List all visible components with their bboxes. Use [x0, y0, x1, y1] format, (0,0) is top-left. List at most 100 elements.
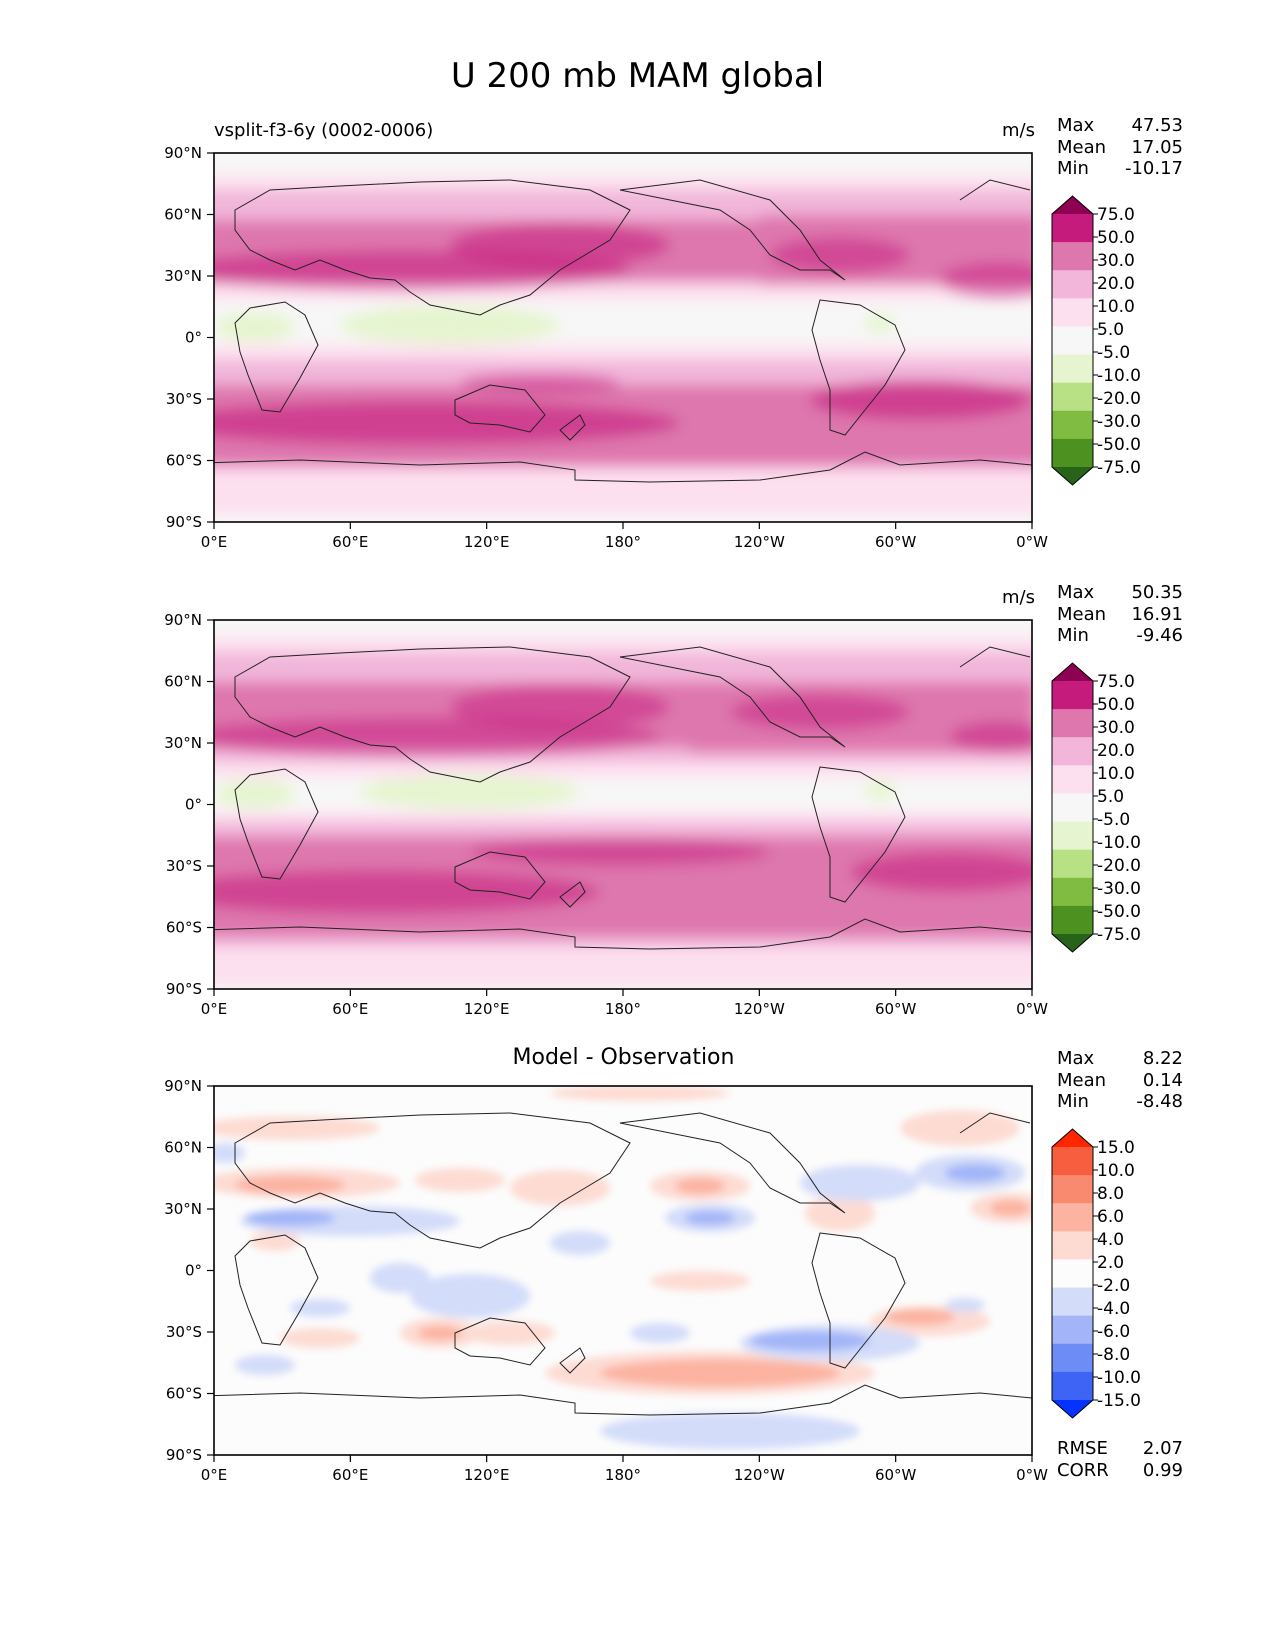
x-tick-label: 180° [605, 1466, 641, 1484]
map-panel-svg: 90°N 60°N 30°N 0° 30°S 60°S 90°S 0°E 60°E 120°E 1… [164, 144, 1141, 551]
metrics-block: RMSE 2.07 CORR 0.99 [1057, 1438, 1183, 1481]
colorbar-tick-label: -30.0 [1097, 412, 1141, 432]
colorbar-tick-label: 75.0 [1097, 205, 1135, 225]
colorbar-tick-label: 30.0 [1097, 251, 1135, 271]
colorbar-extend-bottom [1052, 1400, 1093, 1418]
colorbar-tick-label: 50.0 [1097, 228, 1135, 248]
stat-value: 50.35 [1131, 582, 1183, 603]
x-tick-label: 120°E [464, 533, 510, 551]
y-tick-label: 0° [185, 1262, 202, 1280]
colorbar-tick-label: -30.0 [1097, 879, 1141, 899]
colorbar-tick-label: -10.0 [1097, 366, 1141, 386]
stat-value: 0.14 [1142, 1069, 1183, 1091]
colorbar-extend-bottom [1052, 934, 1093, 952]
stat-label: Max [1057, 115, 1095, 136]
colorbar-tick-label: 10.0 [1097, 1161, 1135, 1181]
y-tick-label: 90°S [166, 1446, 202, 1464]
colorbar-segment [1052, 849, 1093, 879]
panel-reference: m/s Max 50.35 Mean 16.91 Min -9.46 [0, 582, 1275, 1047]
panel-difference: Model - Observation Max 8.22 Mean 0.14 Min… [0, 1045, 1275, 1513]
y-axis: 90°N 60°N 30°N 0° 30°S 60°S 90°S [164, 611, 214, 998]
x-tick-label: 180° [605, 533, 641, 551]
colorbar: 75.0 50.0 30.0 20.0 10.0 5.0 -5.0 -10.0 -20.0 -30… [1051, 662, 1141, 953]
colorbar-segment [1052, 877, 1093, 907]
x-axis: 0°E 60°E 120°E 180° 120°W 60°W 0°W [201, 989, 1048, 1018]
colorbar-segment [1052, 709, 1093, 738]
map-panel-svg: 90°N 60°N 30°N 0° 30°S 60°S 90°S 0°E 60°E 120°E 1… [164, 1077, 1141, 1484]
colorbar-extend-top [1052, 196, 1093, 214]
metric-label: RMSE [1057, 1438, 1108, 1459]
stat-label: Mean [1057, 136, 1107, 158]
stat-value: 17.05 [1131, 136, 1183, 158]
colorbar-tick-label: 4.0 [1097, 1230, 1124, 1250]
x-tick-label: 60°E [332, 533, 368, 551]
colorbar-segment [1052, 1287, 1093, 1317]
x-tick-label: 60°W [875, 1000, 917, 1018]
x-tick-label: 120°W [734, 1466, 785, 1484]
colorbar-segment [1052, 382, 1093, 412]
coastlines [214, 646, 1032, 950]
stat-value: 47.53 [1131, 115, 1183, 136]
colorbar-segment [1052, 1371, 1093, 1401]
colorbar-segment [1052, 438, 1093, 468]
y-tick-label: 90°S [166, 513, 202, 531]
x-tick-label: 0°E [201, 533, 228, 551]
y-tick-label: 30°N [164, 1200, 202, 1218]
stats-block: Max 50.35 Mean 16.91 Min -9.46 [1057, 582, 1183, 647]
y-tick-label: 0° [185, 796, 202, 814]
colorbar-tick-label: 20.0 [1097, 741, 1135, 761]
colorbar-tick-label: -4.0 [1097, 1299, 1130, 1319]
colorbar-tick-label: -10.0 [1097, 1368, 1141, 1388]
colorbar-tick-label: 6.0 [1097, 1207, 1124, 1227]
colorbar-extend-top [1052, 663, 1093, 681]
units-label: m/s [1002, 587, 1035, 608]
colorbar-tick-label: 5.0 [1097, 320, 1124, 340]
colorbar-segment [1052, 681, 1093, 710]
metric-label: CORR [1057, 1459, 1109, 1481]
x-tick-label: 120°E [464, 1000, 510, 1018]
stat-label: Max [1057, 1048, 1095, 1069]
colorbar-segment [1052, 326, 1093, 356]
colorbar-segment [1052, 270, 1093, 299]
map-panel-svg: 90°N 60°N 30°N 0° 30°S 60°S 90°S 0°E 60°E 120°E 1… [164, 611, 1141, 1018]
y-tick-label: 30°S [166, 390, 202, 408]
colorbar-tick-label: -2.0 [1097, 1276, 1130, 1296]
colorbar-segment [1052, 1231, 1093, 1260]
colorbar-segment [1052, 410, 1093, 440]
x-tick-label: 60°W [875, 1466, 917, 1484]
colorbar-segment [1052, 1315, 1093, 1345]
x-tick-label: 0°W [1016, 1466, 1048, 1484]
colorbar-tick-label: -15.0 [1097, 1391, 1141, 1411]
y-tick-label: 60°S [166, 1385, 202, 1403]
stat-value: -10.17 [1124, 158, 1183, 179]
colorbar-tick-label: 50.0 [1097, 695, 1135, 715]
colorbar-tick-label: -20.0 [1097, 389, 1141, 409]
y-axis: 90°N 60°N 30°N 0° 30°S 60°S 90°S [164, 1077, 214, 1464]
y-tick-label: 90°N [164, 144, 202, 162]
colorbar-segment [1052, 1259, 1093, 1289]
colorbar-tick-label: -50.0 [1097, 435, 1141, 455]
colorbar-tick-label: -75.0 [1097, 458, 1141, 478]
colorbar-tick-label: -6.0 [1097, 1322, 1130, 1342]
colorbar-segment [1052, 793, 1093, 823]
x-axis: 0°E 60°E 120°E 180° 120°W 60°W 0°W [201, 1455, 1048, 1484]
stats-block: Max 47.53 Mean 17.05 Min -10.17 [1057, 115, 1183, 180]
stat-value: 16.91 [1131, 603, 1183, 625]
colorbar-tick-label: 10.0 [1097, 297, 1135, 317]
y-tick-label: 30°N [164, 734, 202, 752]
y-tick-label: 90°S [166, 980, 202, 998]
y-tick-label: 60°N [164, 206, 202, 224]
metric-value: 0.99 [1142, 1459, 1183, 1481]
units-label: m/s [1002, 120, 1035, 141]
y-tick-label: 30°S [166, 857, 202, 875]
panel-left-title: vsplit-f3-6y (0002-0006) [214, 120, 434, 141]
y-tick-label: 90°N [164, 611, 202, 629]
coastlines [214, 1112, 1032, 1416]
colorbar-tick-label: 10.0 [1097, 764, 1135, 784]
colorbar-segment [1052, 354, 1093, 384]
panel-test: vsplit-f3-6y (0002-0006) m/s Max 47.53 Me… [0, 115, 1275, 580]
x-tick-label: 120°E [464, 1466, 510, 1484]
x-tick-label: 120°W [734, 533, 785, 551]
x-tick-label: 60°E [332, 1000, 368, 1018]
stat-label: Min [1057, 1091, 1089, 1112]
